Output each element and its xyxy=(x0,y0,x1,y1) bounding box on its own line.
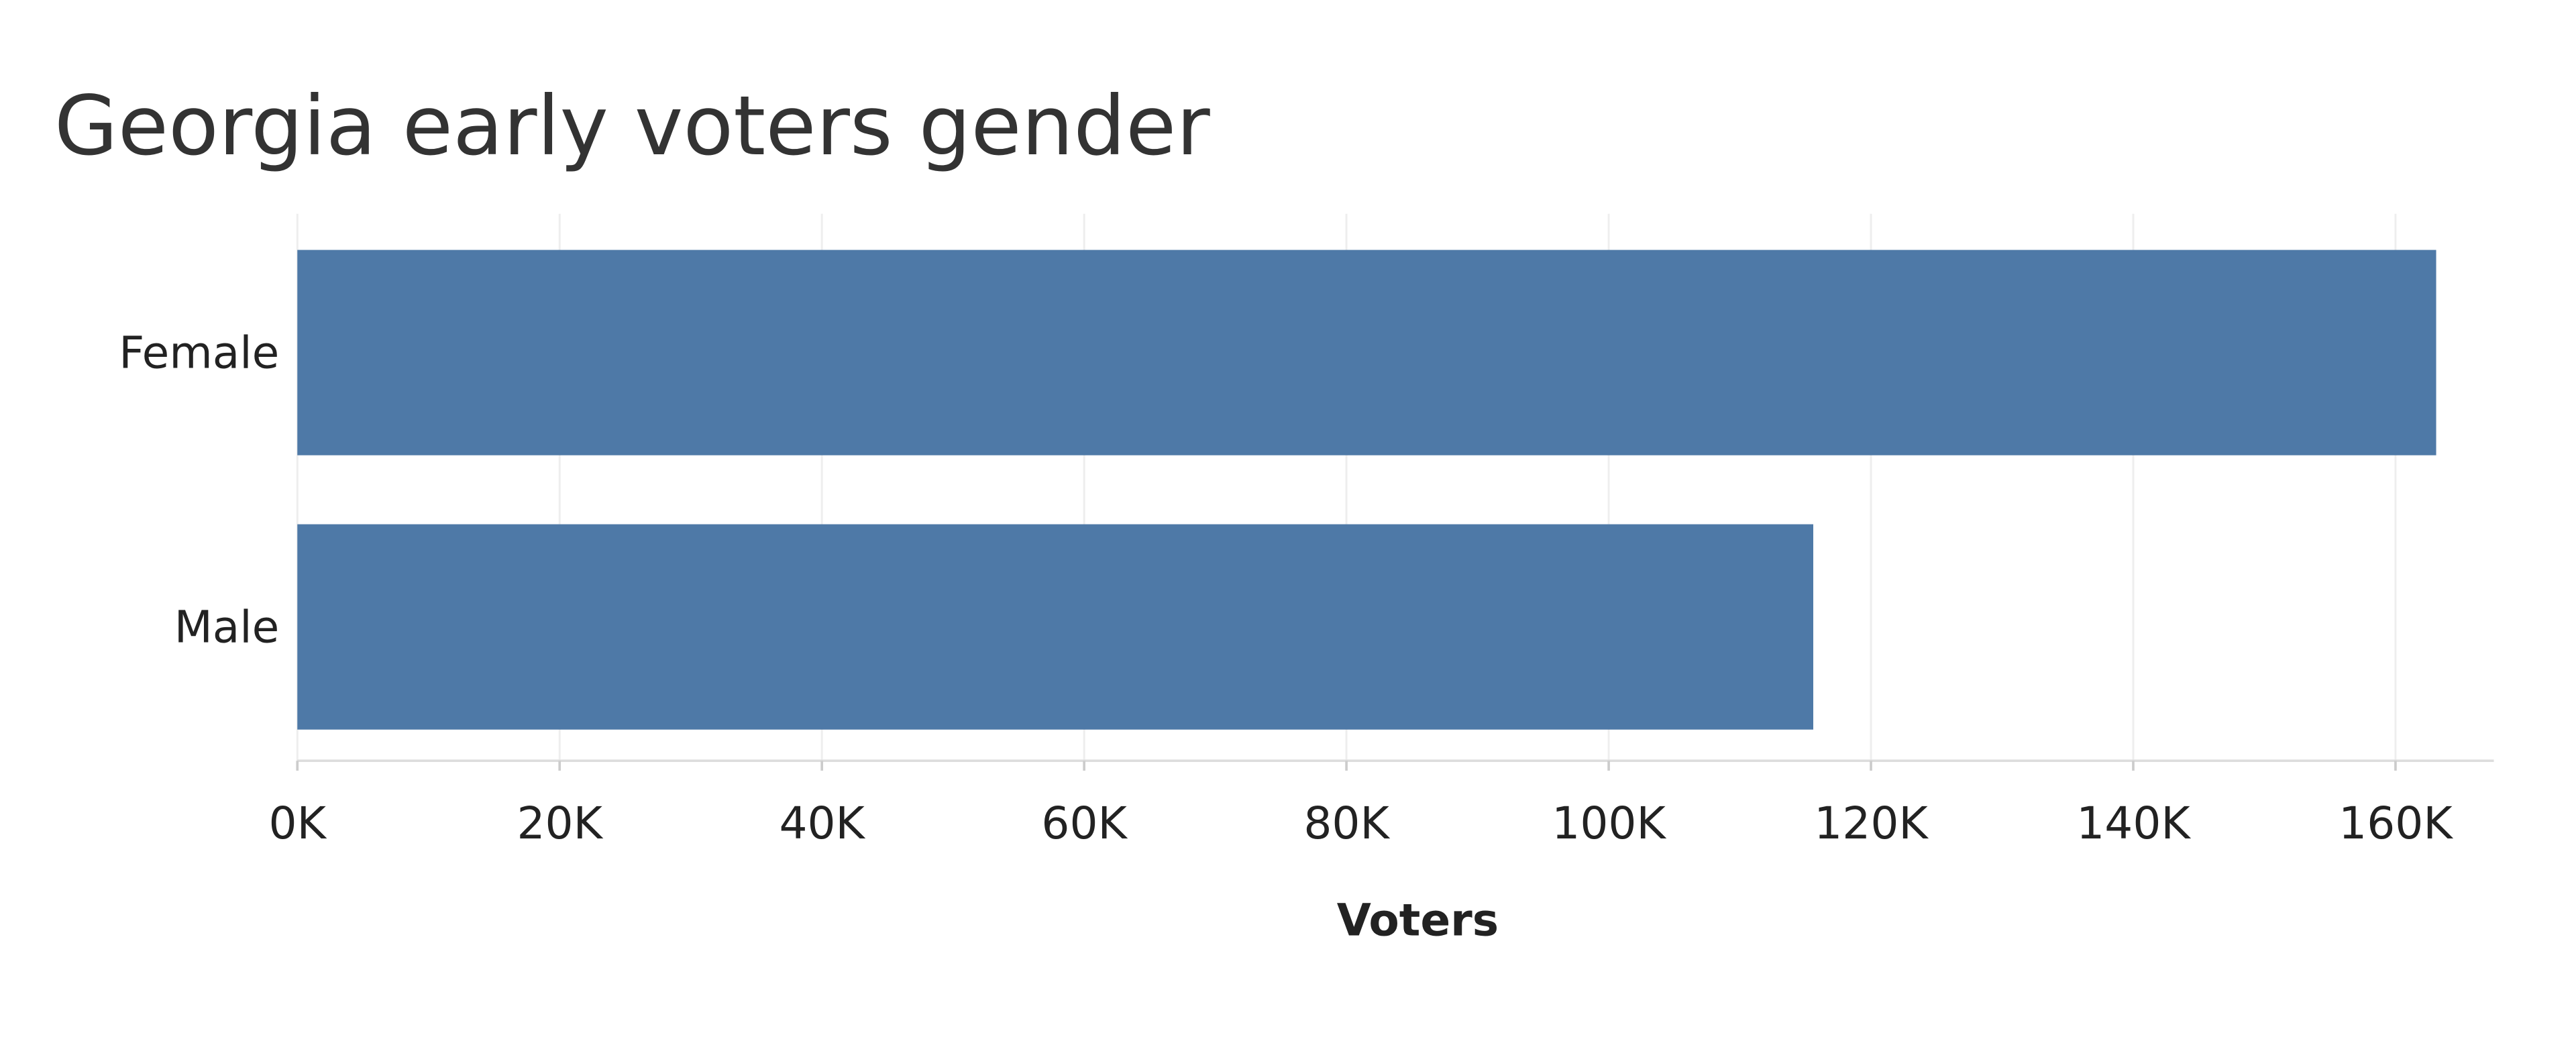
x-tick-label: 100K xyxy=(1552,798,1666,849)
x-axis-title: Voters xyxy=(1337,895,1499,946)
x-tick-label: 140K xyxy=(2076,798,2191,849)
x-tick-label: 60K xyxy=(1041,798,1128,849)
x-tick-label: 160K xyxy=(2339,798,2453,849)
x-tick-label: 0K xyxy=(269,798,327,849)
x-tick-label: 40K xyxy=(779,798,865,849)
chart-title: Georgia early voters gender xyxy=(54,78,1211,174)
x-tick-label: 120K xyxy=(1814,798,1929,849)
bar xyxy=(297,250,2436,455)
y-tick-label: Male xyxy=(174,602,280,653)
y-tick-label: Female xyxy=(119,327,279,379)
bar xyxy=(297,524,1814,730)
x-tick-label: 20K xyxy=(517,798,603,849)
x-tick-label: 80K xyxy=(1303,798,1390,849)
